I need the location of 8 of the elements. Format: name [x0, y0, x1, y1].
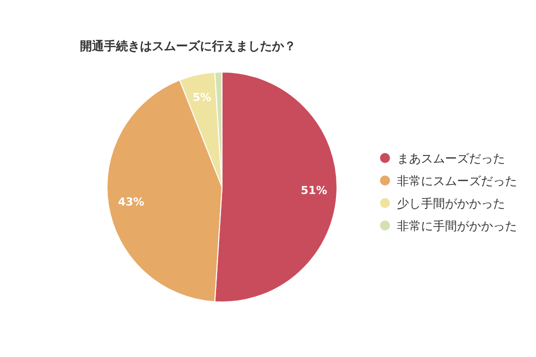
- legend-label: 非常に手間がかかった: [397, 219, 517, 233]
- legend-label: 少し手間がかかった: [397, 196, 505, 210]
- chart-title: 開通手続きはスムーズに行えましたか？: [80, 39, 296, 53]
- legend-label: 非常にスムーズだった: [397, 174, 517, 188]
- data-label: 43%: [118, 195, 144, 208]
- legend-label: まあスムーズだった: [397, 152, 505, 166]
- data-label: 5%: [192, 91, 212, 104]
- data-label: 51%: [300, 184, 328, 197]
